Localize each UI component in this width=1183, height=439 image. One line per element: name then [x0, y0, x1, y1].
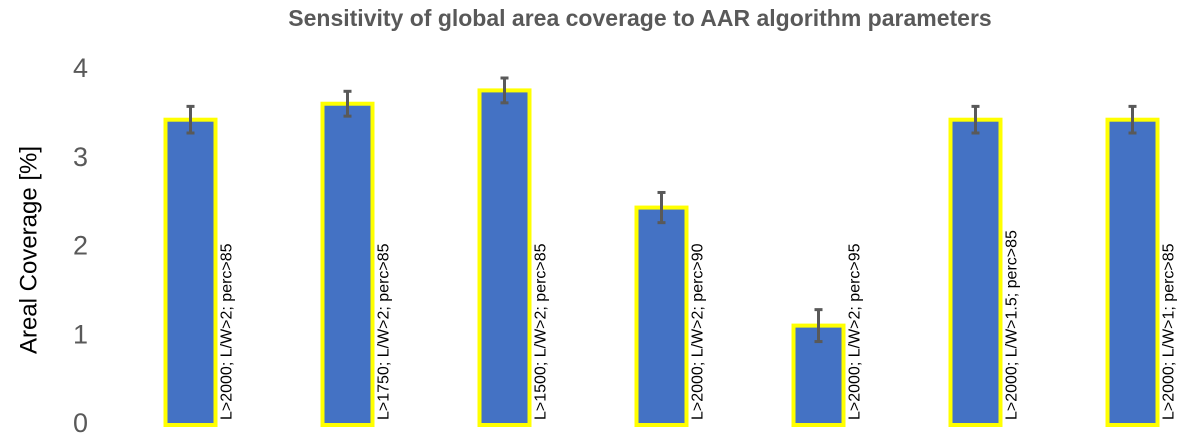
bar — [1105, 117, 1160, 427]
error-bar — [1128, 104, 1137, 135]
x-tick-label: L>2000; L/W>2; perc>95 — [847, 243, 864, 420]
bar — [163, 117, 218, 427]
bar — [948, 117, 1003, 427]
x-tick-label: L>1500; L/W>2; perc>85 — [533, 243, 550, 420]
x-tick-label: L>2000; L/W>1.5; perc>85 — [1004, 230, 1021, 420]
error-bar — [500, 76, 509, 105]
chart-title: Sensitivity of global area coverage to A… — [288, 5, 991, 31]
x-tick-label: L>2000; L/W>2; perc>90 — [690, 243, 707, 420]
error-bar — [657, 190, 666, 225]
error-bar — [186, 104, 195, 135]
y-tick-label: 3 — [73, 142, 88, 172]
y-tick-label: 0 — [73, 408, 88, 438]
y-tick-label: 1 — [73, 319, 88, 349]
error-bar — [343, 89, 352, 118]
x-tick-label: L>2000; L/W>1; perc>85 — [1161, 243, 1178, 420]
bar — [477, 88, 532, 427]
bar — [634, 205, 689, 427]
x-tick-label: L>2000; L/W>2; perc>85 — [219, 243, 236, 420]
y-axis-label: Areal Coverage [%] — [15, 146, 42, 354]
error-bar — [971, 104, 980, 135]
y-tick-label: 4 — [73, 53, 88, 83]
x-tick-label: L>1750; L/W>2; perc>85 — [376, 243, 393, 420]
y-tick-label: 2 — [73, 231, 88, 261]
error-bar — [814, 308, 823, 344]
bar — [320, 101, 375, 427]
